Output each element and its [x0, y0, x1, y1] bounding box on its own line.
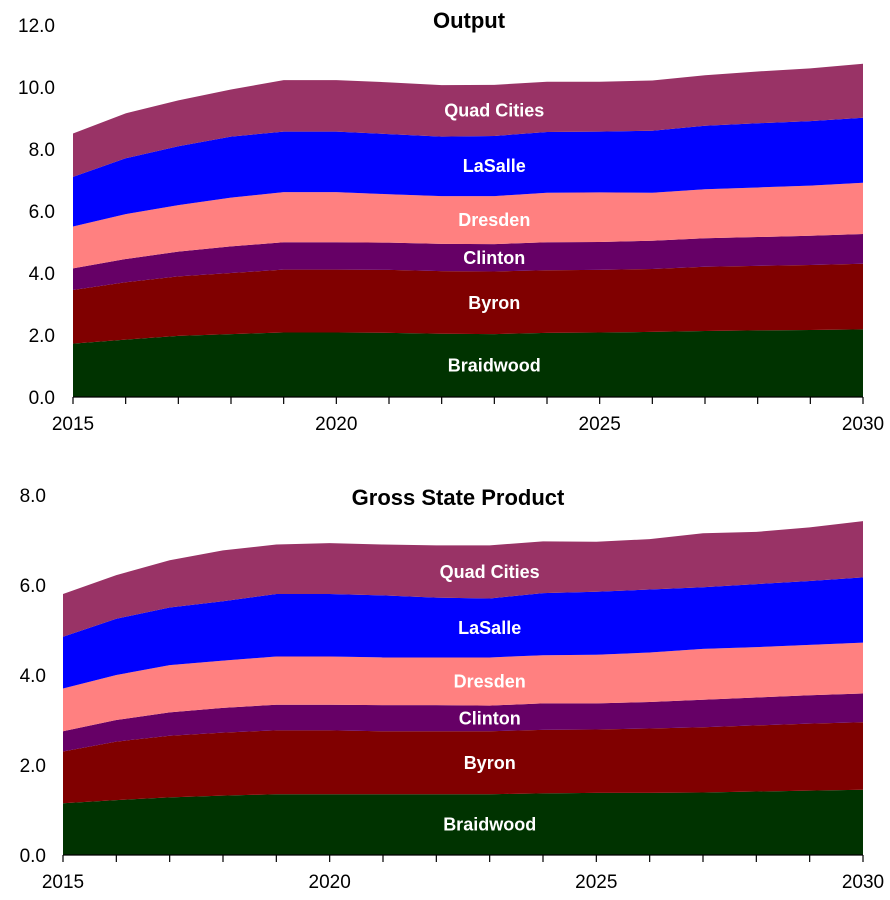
gsp-chart-title: Gross State Product — [352, 485, 565, 510]
gsp-y-tick-label: 2.0 — [20, 756, 46, 777]
gsp-series-label-clinton: Clinton — [459, 708, 521, 728]
output-x-tick-label: 2015 — [52, 414, 94, 435]
gsp-area-quad-cities — [63, 521, 863, 637]
output-area-clinton — [73, 233, 863, 291]
output-series-label-quad-cities: Quad Cities — [444, 100, 544, 120]
gsp-series-label-byron: Byron — [464, 753, 516, 773]
output-series-label-byron: Byron — [468, 293, 520, 313]
output-series-label-dresden: Dresden — [458, 210, 530, 230]
gsp-y-tick-label: 6.0 — [20, 576, 46, 597]
gsp-area-clinton — [63, 693, 863, 752]
gsp-y-tick-label: 4.0 — [20, 666, 46, 687]
output-y-tick-label: 2.0 — [29, 326, 55, 347]
output-chart: Braidwood Byron Clinton Dresden LaSalle Quad … — [18, 8, 884, 435]
output-y-tick-label: 4.0 — [29, 264, 55, 285]
output-series-label-braidwood: Braidwood — [448, 356, 541, 376]
gsp-x-tick-label: 2030 — [842, 872, 884, 893]
output-x-tick-label: 2020 — [315, 414, 357, 435]
output-area-braidwood — [73, 329, 863, 397]
output-area-dresden — [73, 182, 863, 269]
gsp-y-tick-label: 0.0 — [20, 846, 46, 867]
gsp-series-label-quad-cities: Quad Cities — [440, 562, 540, 582]
output-y-tick-label: 8.0 — [29, 140, 55, 161]
gsp-series-label-braidwood: Braidwood — [443, 815, 536, 835]
output-y-tick-label: 10.0 — [18, 78, 55, 99]
gsp-series-label-lasalle: LaSalle — [458, 618, 521, 638]
output-y-tick-label: 6.0 — [29, 202, 55, 223]
gsp-series-label-dresden: Dresden — [454, 672, 526, 692]
gsp-area-lasalle — [63, 577, 863, 689]
output-x-tick-label: 2025 — [579, 414, 621, 435]
gsp-x-tick-label: 2015 — [42, 872, 84, 893]
gsp-chart: Braidwood Byron Clinton Dresden LaSalle Quad … — [20, 485, 885, 893]
output-chart-title: Output — [433, 8, 506, 33]
gsp-y-tick-label: 8.0 — [20, 486, 46, 507]
output-x-tick-label: 2030 — [842, 414, 884, 435]
gsp-area-byron — [63, 722, 863, 804]
output-area-quad-cities — [73, 63, 863, 177]
output-area-byron — [73, 263, 863, 344]
gsp-x-tick-label: 2020 — [309, 872, 351, 893]
output-series-label-lasalle: LaSalle — [463, 156, 526, 176]
gsp-x-tick-label: 2025 — [575, 872, 617, 893]
output-y-tick-label: 12.0 — [18, 16, 55, 37]
output-area-lasalle — [73, 117, 863, 227]
gsp-area-braidwood — [63, 789, 863, 855]
gsp-area-dresden — [63, 642, 863, 732]
output-series-label-clinton: Clinton — [463, 248, 525, 268]
output-y-tick-label: 0.0 — [29, 388, 55, 409]
